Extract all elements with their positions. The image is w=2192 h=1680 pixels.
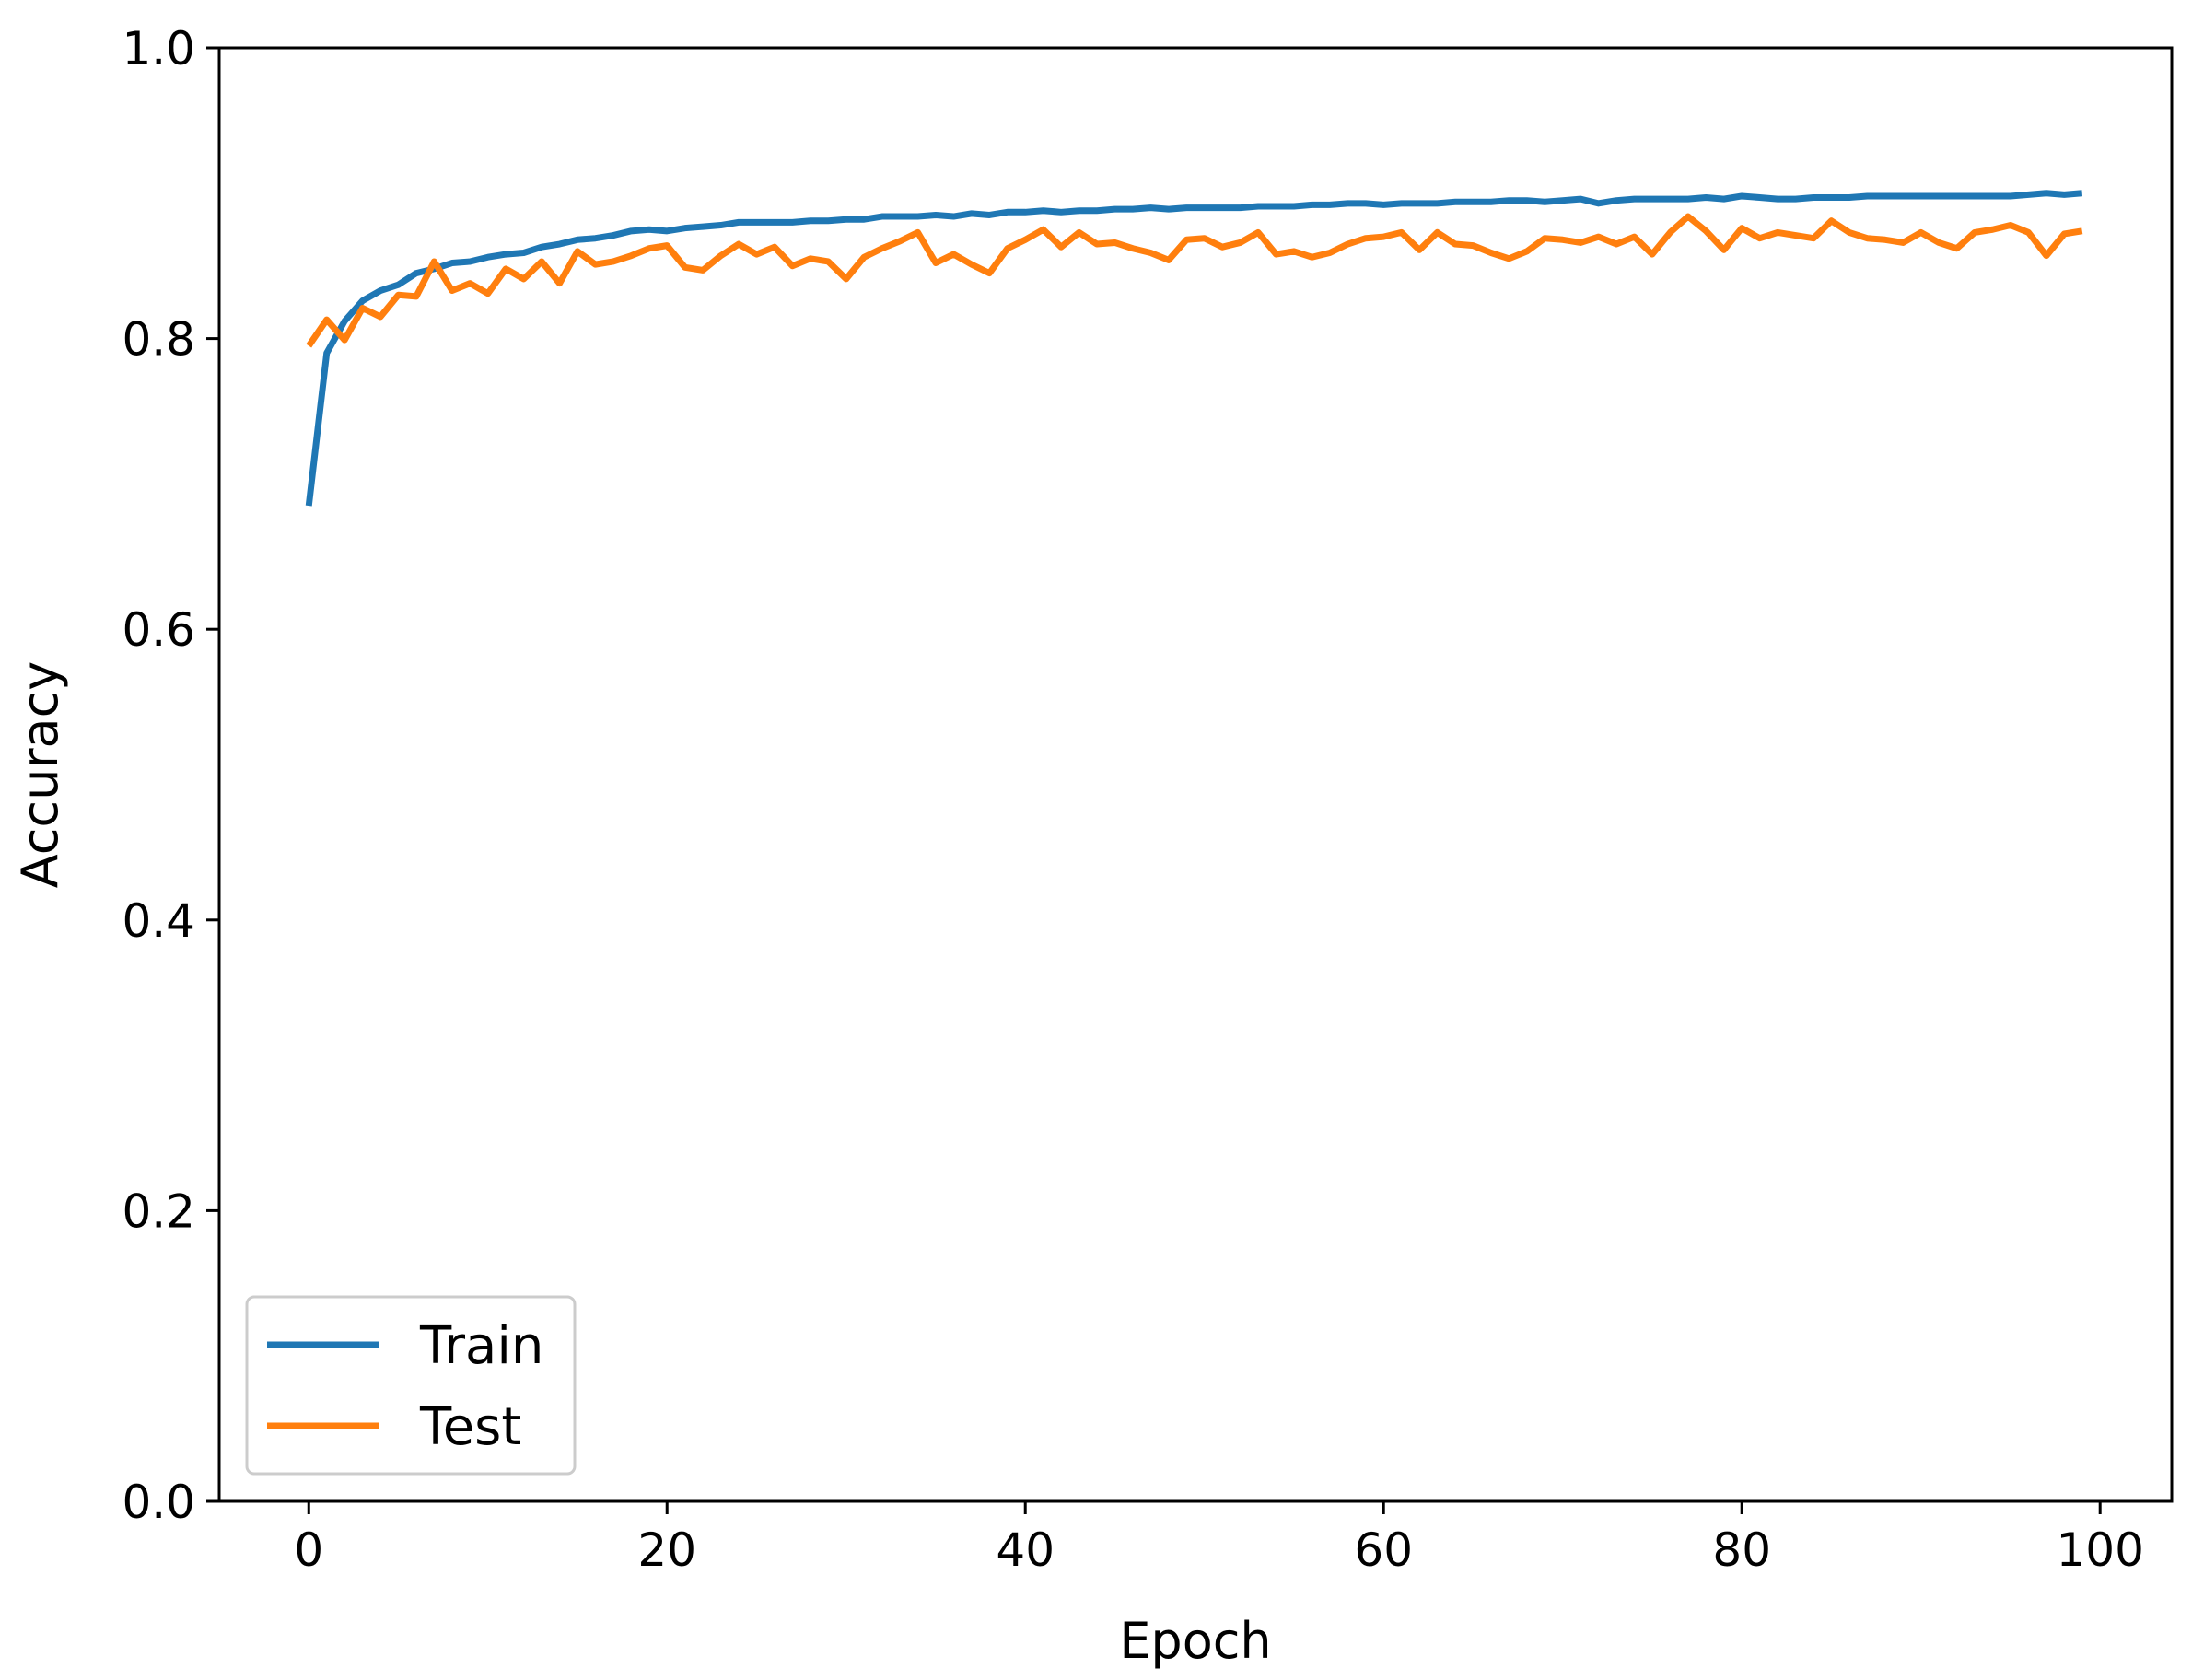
y-tick-label: 0.2 xyxy=(122,1184,195,1238)
series-line-train xyxy=(305,190,2083,507)
x-axis-ticks: 0 20 40 60 80 100 xyxy=(294,1501,2144,1577)
y-tick-label: 1.0 xyxy=(122,22,195,76)
x-tick-label: 60 xyxy=(1354,1523,1413,1577)
y-axis-label: Accuracy xyxy=(11,661,69,889)
legend-label-train: Train xyxy=(419,1316,543,1376)
legend-box xyxy=(245,1295,577,1476)
x-tick-label: 100 xyxy=(2056,1523,2143,1577)
x-tick-label: 0 xyxy=(294,1523,323,1577)
x-tick-label: 40 xyxy=(996,1523,1055,1577)
series-line-test xyxy=(306,213,2083,348)
axes-frame xyxy=(217,46,2174,1503)
series-layer xyxy=(305,190,2083,507)
x-tick-label: 20 xyxy=(637,1523,696,1577)
x-axis-label: Epoch xyxy=(1119,1612,1271,1670)
y-tick-label: 0.6 xyxy=(122,603,195,657)
y-tick-label: 0.4 xyxy=(122,894,195,948)
y-tick-label: 0.8 xyxy=(122,313,195,367)
series-points-test xyxy=(309,216,2082,346)
legend-label-test: Test xyxy=(419,1397,521,1457)
y-axis-ticks: 0.0 0.2 0.4 0.6 0.8 1.0 xyxy=(122,22,219,1529)
series-points-train xyxy=(309,192,2082,507)
legend: Train Test xyxy=(245,1295,577,1476)
y-tick-label: 0.0 xyxy=(122,1476,195,1529)
x-tick-label: 80 xyxy=(1712,1523,1771,1577)
